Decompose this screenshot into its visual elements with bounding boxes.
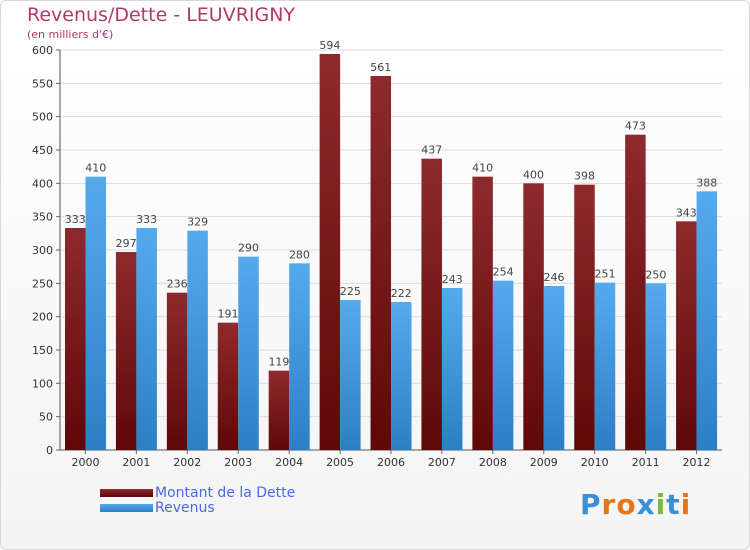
- y-tick-label-450: 450: [32, 144, 53, 157]
- bar-revenus-2007: [441, 288, 463, 450]
- logo-letter: x: [636, 488, 656, 521]
- bar-dette-2009: [523, 183, 544, 451]
- data-label-revenus-2005: 225: [340, 285, 361, 298]
- x-tick-label-2007: 2007: [428, 456, 456, 469]
- y-tick-label-0: 0: [46, 444, 53, 457]
- data-label-dette-2000: 333: [65, 213, 86, 226]
- data-label-revenus-2009: 246: [544, 271, 565, 284]
- y-tick-label-500: 500: [32, 111, 53, 124]
- bar-dette-2000: [65, 228, 86, 450]
- x-tick-label-2001: 2001: [122, 456, 150, 469]
- data-label-dette-2004: 119: [268, 356, 289, 369]
- bar-dette-2011: [625, 134, 646, 450]
- bar-revenus-2010: [594, 282, 616, 450]
- chart-subtitle: (en milliers d'€): [27, 28, 114, 41]
- y-tick-label-300: 300: [32, 244, 53, 257]
- bar-revenus-2003: [238, 256, 259, 450]
- data-label-dette-2003: 191: [218, 308, 239, 321]
- bar-revenus-2012: [696, 191, 718, 451]
- data-label-revenus-2007: 243: [442, 273, 463, 286]
- x-tick-label-2012: 2012: [683, 456, 711, 469]
- legend-label-dette: Montant de la Dette: [155, 484, 296, 501]
- y-tick-label-400: 400: [32, 177, 53, 190]
- proxiti-logo: Proxiti: [580, 488, 691, 521]
- data-label-dette-2012: 343: [676, 206, 697, 219]
- y-tick-label-100: 100: [32, 377, 53, 390]
- axes: 0 50 100 150 200 250 300 350 400 450 500 550 600 2000…: [32, 44, 722, 469]
- x-tick-label-2006: 2006: [377, 456, 405, 469]
- bar-dette-2005: [319, 54, 341, 450]
- bar-dette-2008: [472, 176, 493, 450]
- data-label-dette-2010: 398: [574, 170, 595, 183]
- data-label-revenus-2012: 388: [696, 176, 717, 189]
- data-label-dette-2008: 410: [472, 162, 493, 175]
- chart-title: Revenus/Dette - LEUVRIGNY: [27, 4, 296, 26]
- x-tick-label-2005: 2005: [326, 456, 354, 469]
- data-label-dette-2011: 473: [625, 120, 646, 133]
- bar-revenus-2000: [85, 176, 106, 450]
- bar-dette-2006: [370, 76, 392, 450]
- x-tick-label-2010: 2010: [581, 456, 609, 469]
- data-label-revenus-2011: 250: [645, 268, 666, 281]
- logo-letter: P: [580, 488, 602, 521]
- bar-dette-2001: [115, 252, 137, 450]
- legend-label-revenus: Revenus: [155, 499, 215, 516]
- y-tick-label-550: 550: [32, 77, 53, 90]
- x-tick-label-2004: 2004: [275, 456, 303, 469]
- data-label-dette-2006: 561: [370, 61, 391, 74]
- bar-dette-2012: [676, 221, 697, 450]
- bar-revenus-2011: [645, 283, 667, 450]
- y-tick-label-150: 150: [32, 344, 53, 357]
- legend-item-dette: Montant de la Dette: [100, 484, 296, 501]
- legend-swatch-revenus: [100, 503, 153, 512]
- bar-revenus-2005: [340, 300, 361, 450]
- logo-letter: r: [601, 488, 617, 521]
- data-label-revenus-2000: 410: [85, 162, 106, 175]
- x-tick-label-2011: 2011: [632, 456, 660, 469]
- data-label-revenus-2003: 290: [238, 242, 259, 255]
- bar-revenus-2008: [492, 280, 514, 450]
- bar-revenus-2006: [391, 302, 412, 450]
- legend-item-revenus: Revenus: [100, 499, 295, 516]
- y-tick-label-250: 250: [32, 277, 53, 290]
- y-tick-label-600: 600: [32, 44, 53, 57]
- data-label-revenus-2010: 251: [594, 268, 615, 281]
- data-label-dette-2009: 400: [523, 168, 544, 181]
- bars: [65, 54, 718, 451]
- data-label-revenus-2008: 254: [493, 266, 514, 279]
- logo-letter: i: [655, 488, 667, 521]
- data-labels: 333 410 297 333 236 329 191 290 119 280 594 225 561 2…: [65, 39, 718, 369]
- logo-letter: t: [666, 488, 681, 521]
- bar-dette-2007: [421, 158, 442, 450]
- bar-revenus-2002: [187, 230, 208, 450]
- y-tick-label-50: 50: [39, 411, 53, 424]
- data-label-revenus-2002: 329: [187, 216, 208, 229]
- x-tick-label-2003: 2003: [224, 456, 252, 469]
- x-tick-label-2008: 2008: [479, 456, 507, 469]
- bar-revenus-2009: [543, 286, 565, 450]
- data-label-dette-2002: 236: [167, 278, 188, 291]
- data-label-revenus-2006: 222: [391, 287, 412, 300]
- y-tick-label-200: 200: [32, 311, 53, 324]
- logo-letter: o: [616, 488, 637, 521]
- x-tick-label-2009: 2009: [530, 456, 558, 469]
- data-label-dette-2005: 594: [319, 39, 340, 52]
- legend: Montant de la Dette Revenus: [100, 484, 296, 516]
- bar-dette-2002: [166, 292, 188, 450]
- data-label-dette-2007: 437: [421, 144, 442, 157]
- x-tick-label-2002: 2002: [173, 456, 201, 469]
- x-tick-label-2000: 2000: [71, 456, 99, 469]
- data-label-dette-2001: 297: [116, 237, 137, 250]
- logo-letter: i: [680, 488, 692, 521]
- bar-dette-2004: [268, 370, 290, 450]
- legend-swatch-dette: [100, 488, 153, 497]
- data-label-revenus-2004: 280: [289, 248, 310, 261]
- bar-dette-2003: [217, 322, 239, 450]
- bar-dette-2010: [574, 184, 595, 450]
- data-label-revenus-2001: 333: [136, 213, 157, 226]
- bar-revenus-2004: [289, 263, 310, 450]
- bar-revenus-2001: [136, 228, 157, 450]
- y-tick-label-350: 350: [32, 211, 53, 224]
